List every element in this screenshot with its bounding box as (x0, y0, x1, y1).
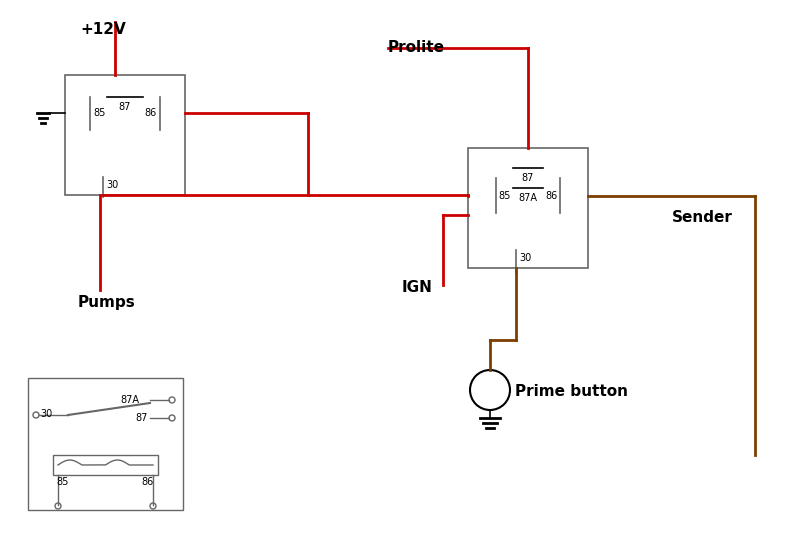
Text: 87A: 87A (120, 395, 139, 405)
Text: IGN: IGN (402, 280, 433, 295)
Bar (65, 75, 185, 195)
Text: Prime button: Prime button (515, 385, 628, 399)
Text: 87: 87 (135, 413, 147, 423)
Text: 30: 30 (106, 180, 118, 190)
Text: Sender: Sender (672, 210, 733, 225)
Text: 85: 85 (56, 477, 68, 487)
Text: 30: 30 (519, 253, 531, 263)
Text: Prolite: Prolite (388, 39, 445, 54)
Text: Pumps: Pumps (78, 295, 136, 310)
Text: 85: 85 (498, 191, 510, 201)
Text: 86: 86 (145, 108, 157, 118)
Text: +12V: +12V (80, 22, 126, 37)
Text: 87A: 87A (518, 193, 538, 203)
Text: 86: 86 (546, 191, 558, 201)
Text: 85: 85 (93, 108, 106, 118)
Bar (28, 378, 183, 510)
Bar (468, 148, 588, 268)
Text: 30: 30 (40, 409, 52, 419)
Text: 87: 87 (119, 102, 131, 112)
Text: 86: 86 (141, 477, 154, 487)
Bar (53, 455, 158, 475)
Text: 87: 87 (522, 173, 534, 183)
